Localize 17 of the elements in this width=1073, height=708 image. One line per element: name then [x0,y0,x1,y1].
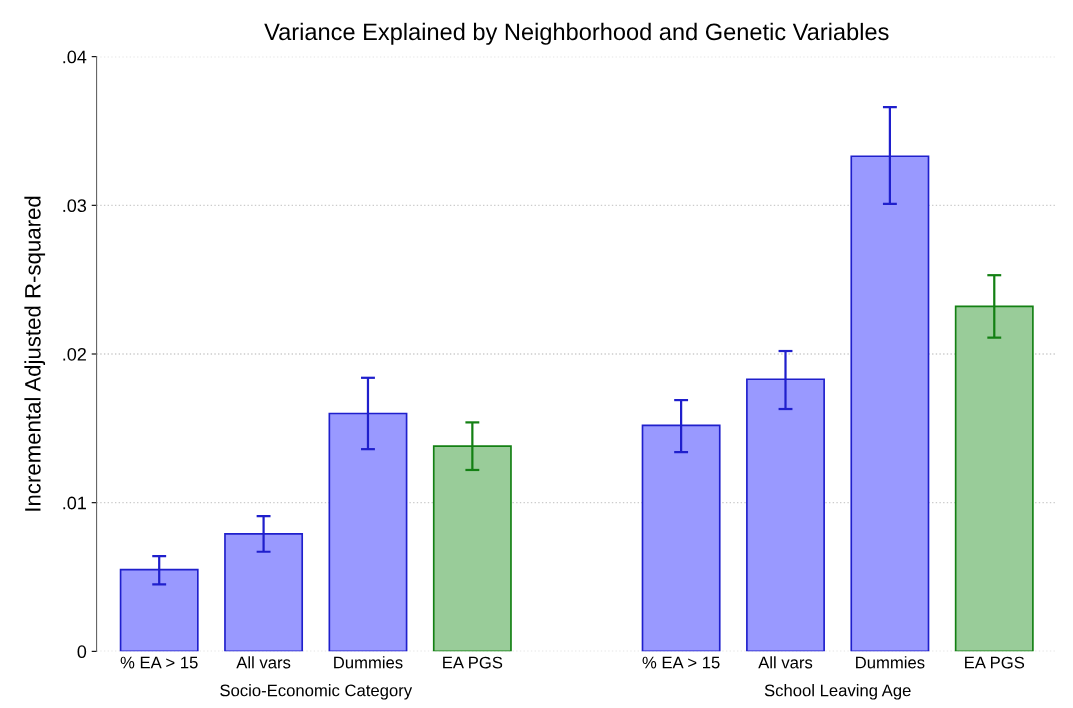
x-tick-label: All vars [236,656,291,669]
y-tick-label: .02 [63,347,86,361]
x-tick-label: Dummies [856,656,925,669]
y-tick-label: .04 [63,50,87,64]
y-tick-label: 0 [77,645,87,659]
chart-title: Variance Explained by Neighborhood and Genetic Variables [264,22,889,45]
x-tick-label: EA PGS [443,656,503,669]
text: Socio-Economic Category [220,684,413,700]
y-tick-label: .03 [63,199,87,213]
x-tick-label: All vars [758,656,813,669]
x-tick-label: % EA > 15 [120,656,198,669]
x-tick-label: % EA > 15 [642,656,720,669]
x-tick-label: Dummies [334,656,403,669]
y-tick-label: .01 [63,496,86,510]
x-tick-label: EA PGS [965,656,1025,669]
y-axis-title: Incremental Adjusted R-squared [24,196,46,511]
text: School Leaving Age [764,684,911,700]
